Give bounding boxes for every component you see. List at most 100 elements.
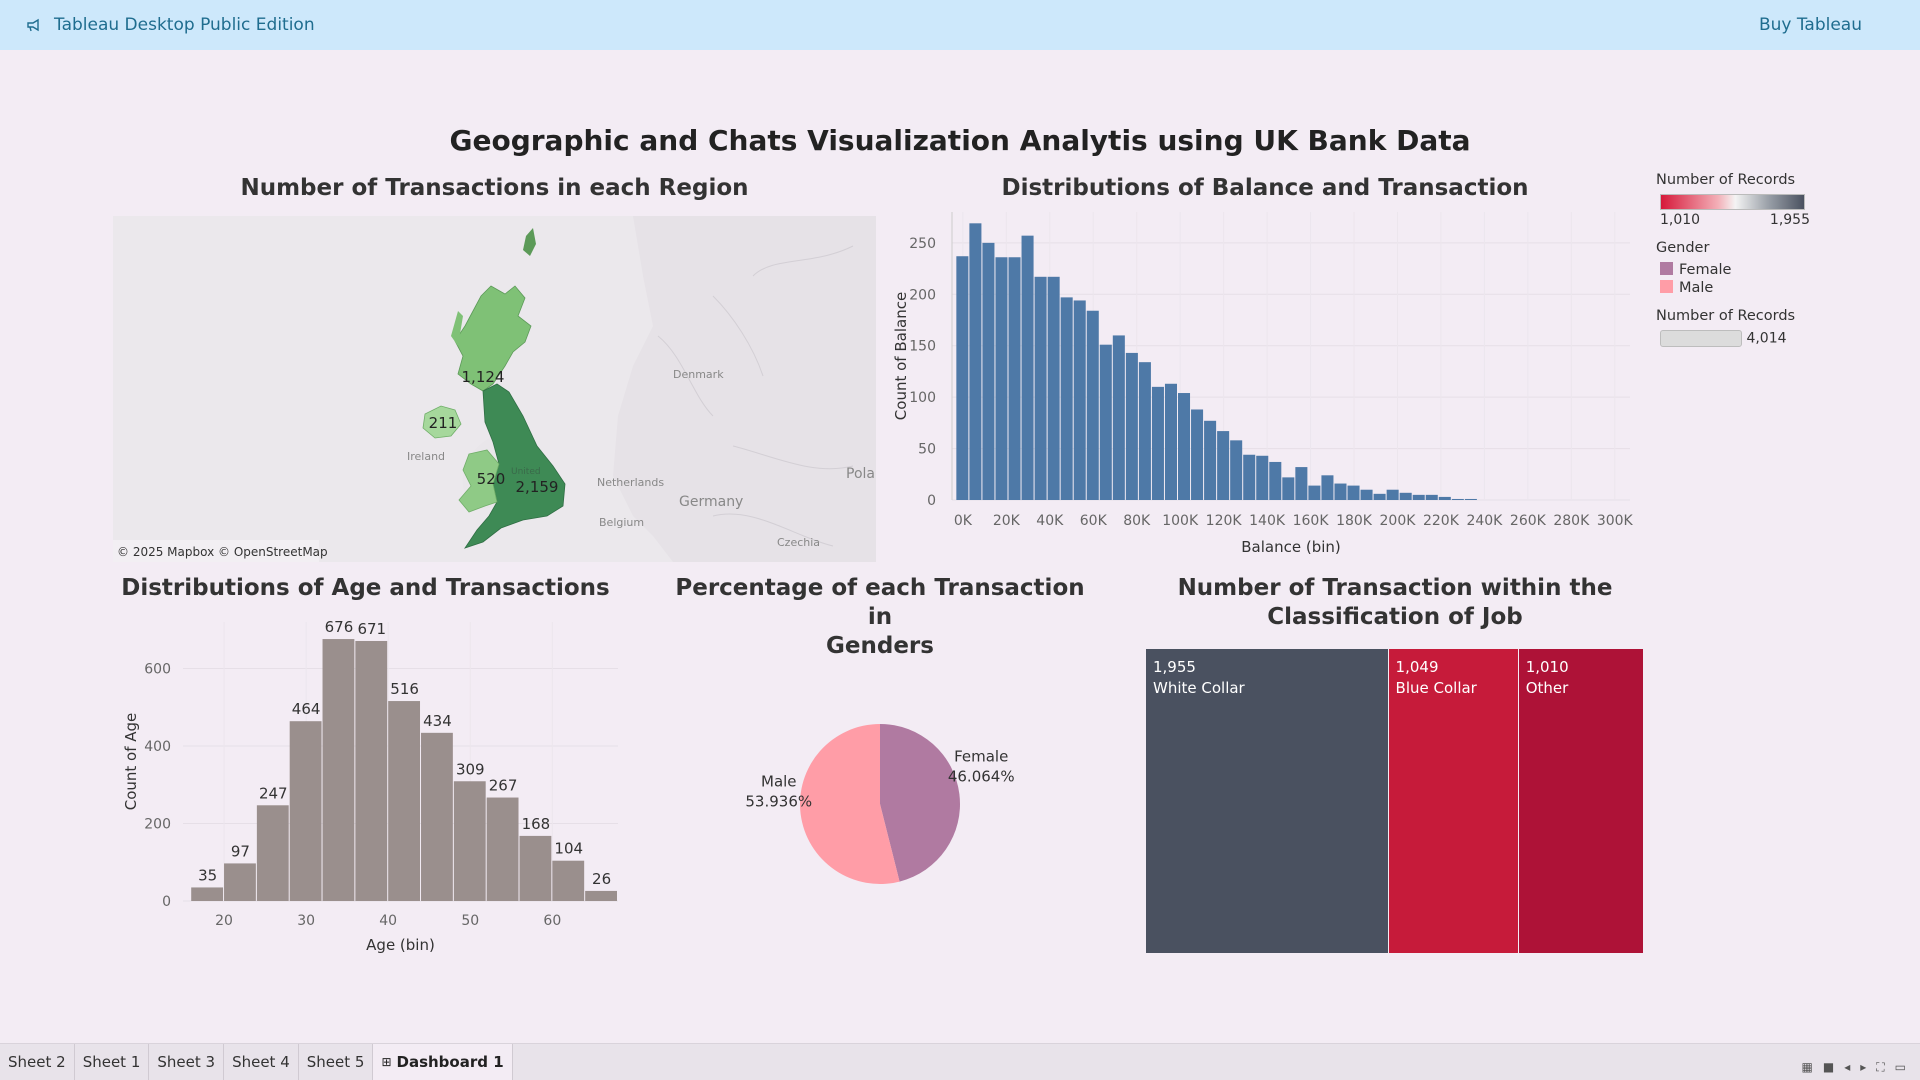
- balance-bar[interactable]: [995, 257, 1008, 500]
- pie-slice-male[interactable]: [800, 724, 900, 884]
- balance-x-tick: 120K: [1206, 513, 1243, 529]
- map-place-denmark: Denmark: [673, 368, 724, 381]
- age-bar[interactable]: [289, 721, 322, 901]
- age-bar[interactable]: [388, 701, 421, 901]
- balance-bar[interactable]: [982, 242, 995, 500]
- age-bar[interactable]: [421, 732, 453, 901]
- balance-bar[interactable]: [1021, 235, 1034, 500]
- map-title: Number of Transactions in each Region: [240, 175, 749, 201]
- balance-bar[interactable]: [1360, 489, 1373, 500]
- balance-bar[interactable]: [1060, 297, 1073, 500]
- balance-bar[interactable]: [1295, 467, 1308, 500]
- balance-x-tick: 140K: [1249, 513, 1286, 529]
- balance-bar[interactable]: [1008, 257, 1021, 500]
- legend-item-male[interactable]: Male: [1660, 280, 1836, 296]
- age-bar[interactable]: [224, 863, 256, 901]
- next-tab-icon[interactable]: ▸: [1860, 1060, 1867, 1074]
- legend-item-female[interactable]: Female: [1660, 262, 1836, 278]
- balance-bar[interactable]: [1086, 310, 1099, 500]
- tab-sheet-3[interactable]: Sheet 3: [149, 1044, 225, 1080]
- region-map[interactable]: 1,124 211 520 2,159 Ireland Denmark Neth…: [113, 216, 876, 562]
- balance-bar[interactable]: [1125, 352, 1138, 500]
- age-bar[interactable]: [453, 781, 486, 901]
- tab-sheet-4[interactable]: Sheet 4: [224, 1044, 299, 1080]
- balance-histogram[interactable]: 0 50 100 150 200 250 0K 20K 40K 60K 80K 100K 120K 140…: [890, 212, 1650, 562]
- balance-x-tick: 260K: [1510, 513, 1547, 529]
- balance-bar[interactable]: [1217, 431, 1230, 500]
- pie-slice-female[interactable]: [880, 724, 960, 882]
- filmstrip-icon[interactable]: ■: [1822, 1060, 1835, 1074]
- balance-bar[interactable]: [1269, 461, 1282, 500]
- balance-bar[interactable]: [1451, 498, 1464, 500]
- map-attribution[interactable]: © 2025 Mapbox © OpenStreetMap: [117, 545, 328, 559]
- treemap-cell-other[interactable]: 1,010 Other: [1518, 649, 1644, 953]
- balance-bar[interactable]: [1204, 420, 1217, 500]
- map-svg: 1,124 211 520 2,159 Ireland Denmark Neth…: [113, 216, 876, 562]
- age-bar[interactable]: [191, 887, 224, 901]
- treemap-cell-white-collar[interactable]: 1,955 White Collar: [1146, 649, 1389, 953]
- map-place-netherlands: Netherlands: [597, 476, 664, 489]
- balance-bar[interactable]: [956, 256, 969, 500]
- tab-sheet-5[interactable]: Sheet 5: [299, 1044, 374, 1080]
- tab-dashboard-1[interactable]: ⊞ Dashboard 1: [373, 1044, 513, 1080]
- balance-bar[interactable]: [1073, 300, 1086, 500]
- treemap-value-label: 1,955: [1153, 658, 1196, 676]
- gender-legend-title: Gender: [1656, 240, 1710, 256]
- map-scotland-isles: [451, 311, 463, 346]
- age-bar[interactable]: [519, 835, 552, 901]
- age-bar[interactable]: [585, 890, 617, 901]
- tab-sheet-1[interactable]: Sheet 1: [75, 1044, 150, 1080]
- balance-bar[interactable]: [1334, 483, 1347, 500]
- map-region-northern-ireland[interactable]: [422, 405, 462, 439]
- balance-bar[interactable]: [1386, 489, 1399, 500]
- map-place-belgium: Belgium: [599, 516, 644, 529]
- age-bar[interactable]: [355, 640, 388, 901]
- tab-sheet-2[interactable]: Sheet 2: [0, 1044, 75, 1080]
- balance-bar[interactable]: [1412, 494, 1425, 500]
- balance-bar[interactable]: [1373, 493, 1386, 500]
- balance-bar[interactable]: [1047, 276, 1060, 500]
- present-icon[interactable]: ▭: [1894, 1060, 1906, 1074]
- balance-bar[interactable]: [1282, 477, 1295, 500]
- balance-bar[interactable]: [1321, 475, 1334, 500]
- balance-bar[interactable]: [1151, 386, 1164, 500]
- job-treemap[interactable]: 1,955 White Collar 1,049 Blue Collar 1,010 Ot…: [1146, 649, 1644, 953]
- size-legend-title: Number of Records: [1656, 308, 1796, 324]
- balance-bar[interactable]: [1112, 335, 1125, 500]
- pie-label-pct: 53.936%: [745, 793, 812, 811]
- balance-bar[interactable]: [1099, 344, 1112, 500]
- gender-pie-chart[interactable]: Female 46.064% Male 53.936%: [700, 690, 1060, 920]
- balance-bar[interactable]: [1438, 496, 1451, 500]
- size-legend-item[interactable]: 4,014: [1656, 330, 1836, 347]
- balance-bar[interactable]: [1164, 383, 1177, 500]
- buy-tableau-link[interactable]: Buy Tableau: [1758, 15, 1862, 35]
- balance-bar[interactable]: [1138, 362, 1151, 500]
- balance-bar[interactable]: [1399, 492, 1412, 500]
- balance-bar[interactable]: [1425, 494, 1438, 500]
- balance-bar[interactable]: [1256, 455, 1269, 500]
- balance-bar[interactable]: [1347, 485, 1360, 500]
- treemap-cell-blue-collar[interactable]: 1,049 Blue Collar: [1388, 649, 1519, 953]
- age-bar[interactable]: [552, 860, 585, 901]
- balance-bar[interactable]: [969, 223, 982, 501]
- balance-bar[interactable]: [1034, 276, 1047, 500]
- balance-bar[interactable]: [1243, 454, 1256, 500]
- records-color-gradient[interactable]: [1660, 194, 1805, 210]
- prev-tab-icon[interactable]: ◂: [1844, 1060, 1851, 1074]
- fullscreen-icon[interactable]: ⛶: [1876, 1060, 1885, 1074]
- balance-bar[interactable]: [1464, 498, 1477, 500]
- male-swatch: [1660, 280, 1673, 293]
- balance-bar[interactable]: [1178, 393, 1191, 500]
- records-legend-title: Number of Records: [1656, 172, 1796, 188]
- map-region-scotland[interactable]: [454, 285, 532, 392]
- age-bar[interactable]: [486, 797, 519, 901]
- age-histogram[interactable]: 0 200 400 600 20 30 40 50 60 35 97 247 464 676 671 5164…: [113, 612, 633, 962]
- map-region-wales[interactable]: [458, 449, 500, 513]
- age-x-tick: 40: [379, 913, 397, 929]
- age-bar[interactable]: [256, 805, 289, 901]
- balance-bar[interactable]: [1308, 485, 1321, 500]
- balance-bar[interactable]: [1191, 409, 1204, 500]
- balance-bar[interactable]: [1230, 440, 1243, 500]
- sheet-sorter-icon[interactable]: ▦: [1801, 1060, 1813, 1074]
- age-bar[interactable]: [322, 639, 355, 901]
